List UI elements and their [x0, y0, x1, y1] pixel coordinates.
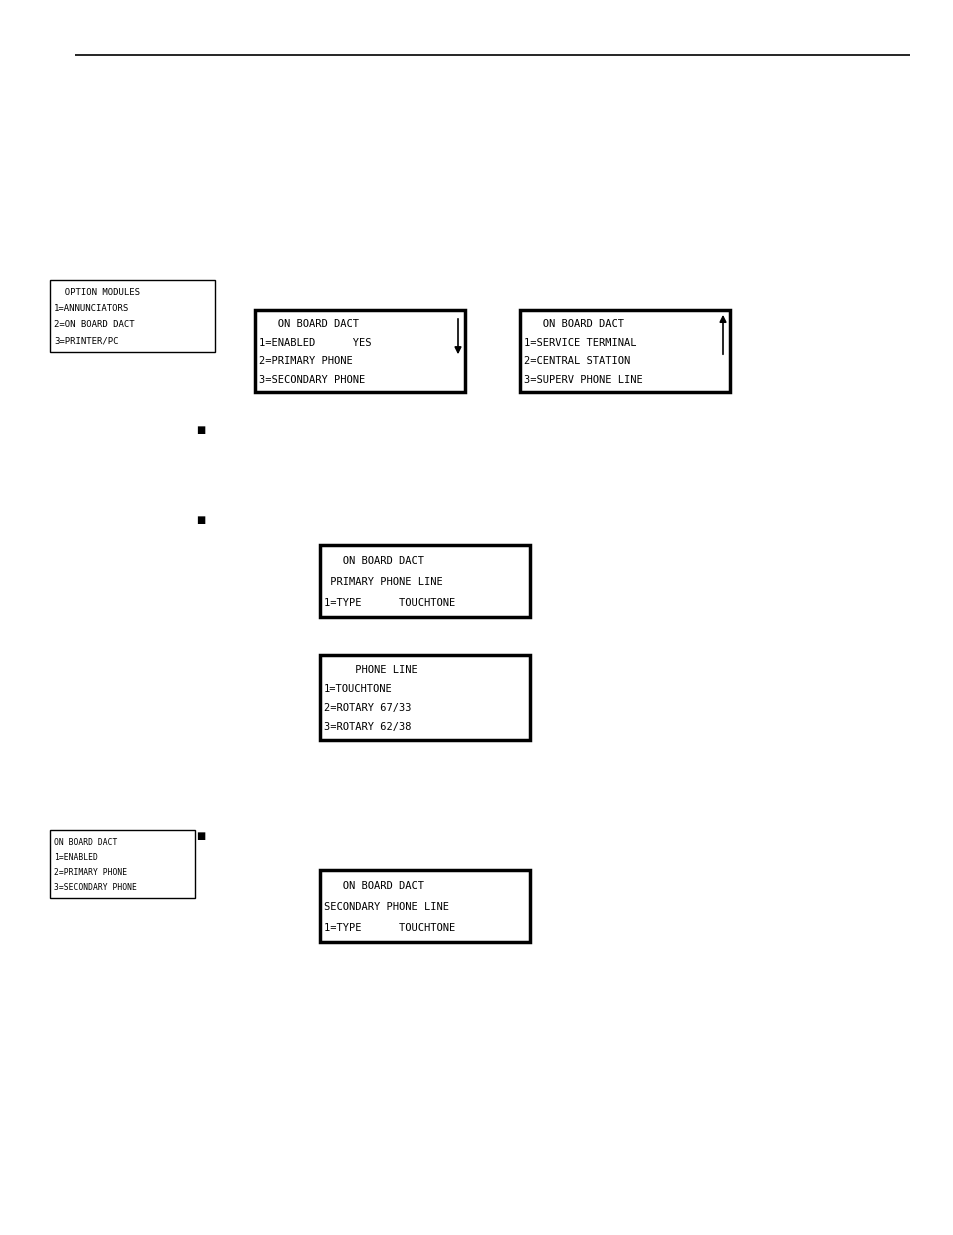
Text: 1=ANNUNCIATORS: 1=ANNUNCIATORS [54, 304, 129, 314]
Bar [319, 869, 530, 942]
Text: OPTION MODULES: OPTION MODULES [54, 288, 140, 298]
Text: ■: ■ [195, 831, 205, 841]
Text: 1=TYPE      TOUCHTONE: 1=TYPE TOUCHTONE [324, 924, 455, 934]
Text: 3=SUPERV PHONE LINE: 3=SUPERV PHONE LINE [523, 374, 642, 384]
Text: PHONE LINE: PHONE LINE [324, 664, 417, 674]
Text: 1=TYPE      TOUCHTONE: 1=TYPE TOUCHTONE [324, 599, 455, 609]
Text: 3=SECONDARY PHONE: 3=SECONDARY PHONE [54, 883, 136, 892]
Bar [319, 655, 530, 740]
Text: ON BOARD DACT: ON BOARD DACT [324, 556, 423, 566]
Text: ON BOARD DACT: ON BOARD DACT [523, 319, 623, 330]
Bar [50, 830, 194, 898]
Text: ON BOARD DACT: ON BOARD DACT [324, 881, 423, 890]
Text: 2=PRIMARY PHONE: 2=PRIMARY PHONE [258, 356, 353, 366]
Text: 2=PRIMARY PHONE: 2=PRIMARY PHONE [54, 868, 127, 877]
Text: SECONDARY PHONE LINE: SECONDARY PHONE LINE [324, 902, 449, 913]
Text: ■: ■ [195, 515, 205, 525]
Bar [50, 280, 214, 352]
Text: 3=ROTARY 62/38: 3=ROTARY 62/38 [324, 722, 411, 732]
Text: ON BOARD DACT: ON BOARD DACT [258, 319, 358, 330]
Text: 2=CENTRAL STATION: 2=CENTRAL STATION [523, 356, 630, 366]
Bar [254, 310, 464, 391]
Text: PRIMARY PHONE LINE: PRIMARY PHONE LINE [324, 577, 442, 587]
Bar [519, 310, 729, 391]
Text: ■: ■ [195, 425, 205, 435]
Text: 1=TOUCHTONE: 1=TOUCHTONE [324, 684, 393, 694]
Text: 1=SERVICE TERMINAL: 1=SERVICE TERMINAL [523, 337, 636, 348]
Text: 3=PRINTER/PC: 3=PRINTER/PC [54, 336, 118, 346]
Text: 3=SECONDARY PHONE: 3=SECONDARY PHONE [258, 374, 365, 384]
Text: 2=ROTARY 67/33: 2=ROTARY 67/33 [324, 703, 411, 713]
Text: 1=ENABLED      YES: 1=ENABLED YES [258, 337, 371, 348]
Text: 2=ON BOARD DACT: 2=ON BOARD DACT [54, 320, 134, 330]
Text: 1=ENABLED: 1=ENABLED [54, 852, 98, 862]
Bar [319, 545, 530, 618]
Text: ON BOARD DACT: ON BOARD DACT [54, 837, 117, 847]
